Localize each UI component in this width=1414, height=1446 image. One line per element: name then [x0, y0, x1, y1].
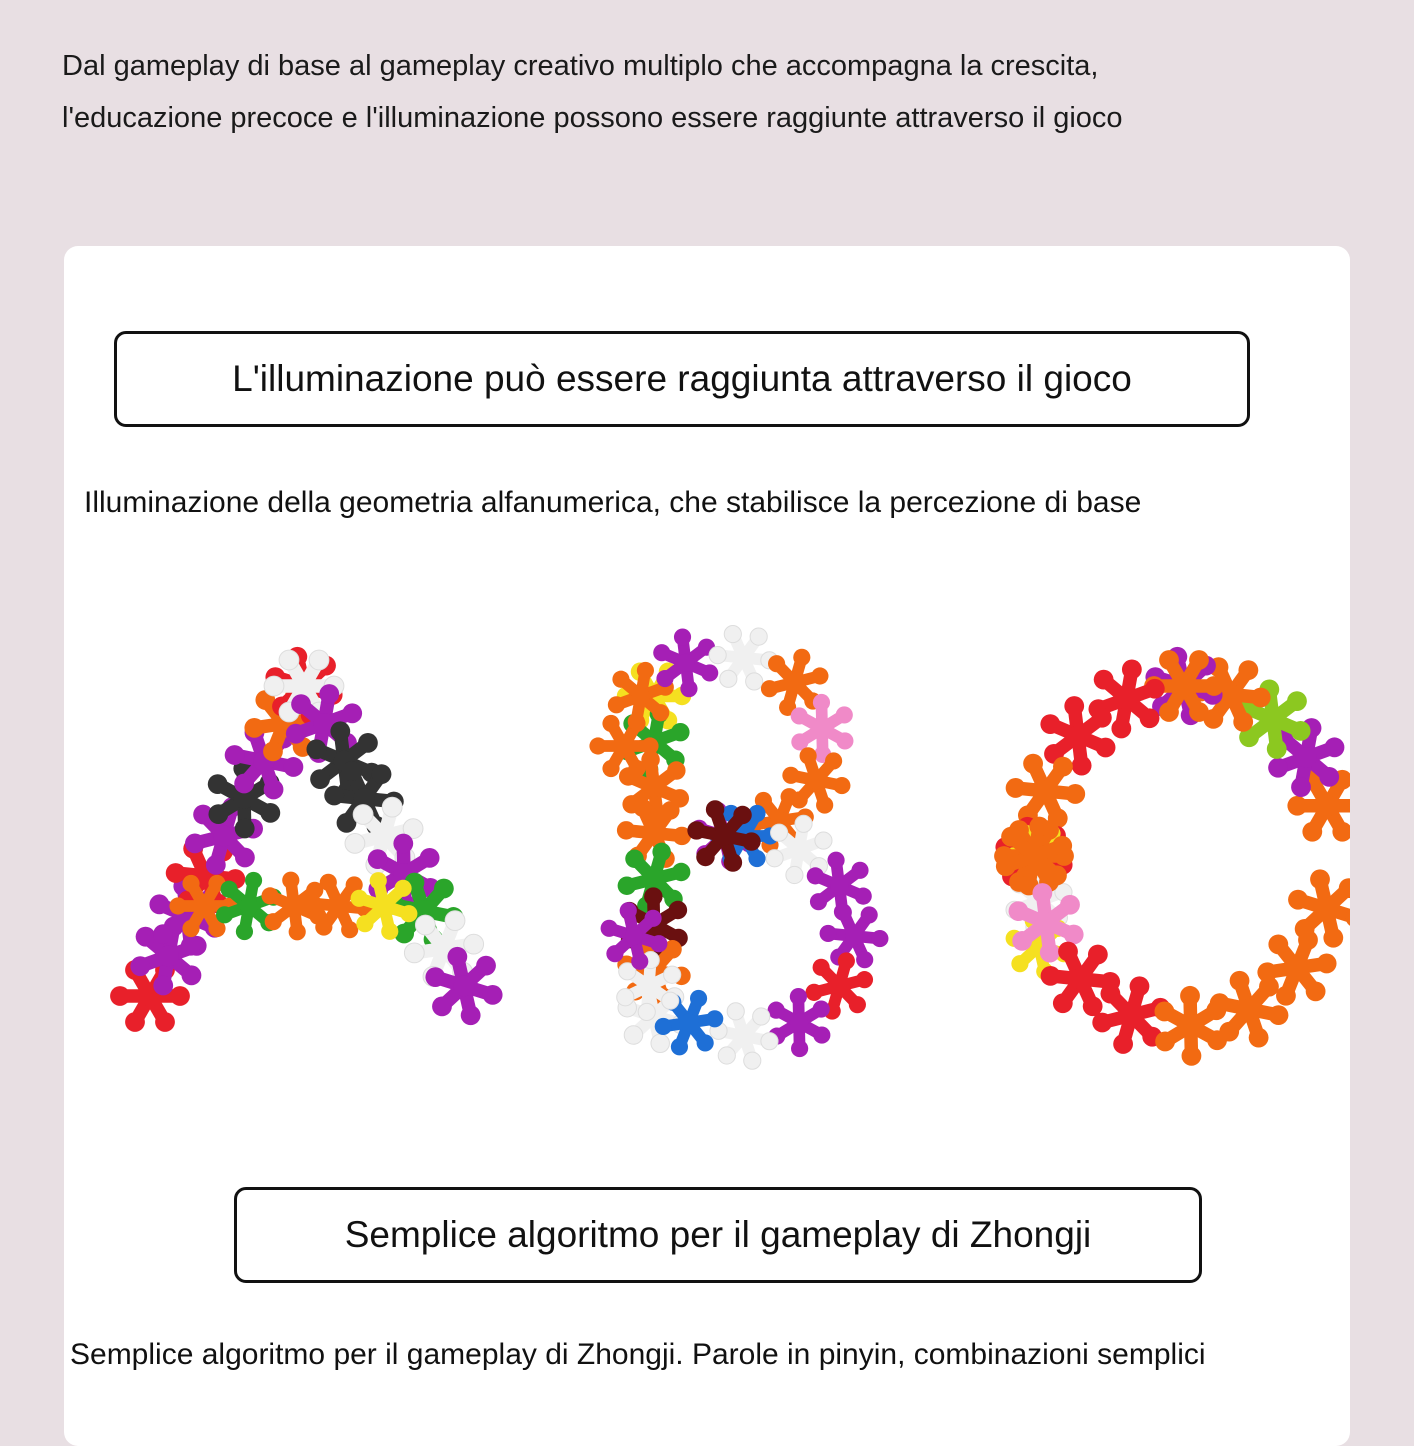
section-description-geometry: Illuminazione della geometria alfanumeri… [84, 486, 1142, 519]
block-piece [261, 871, 327, 941]
block-piece [767, 988, 831, 1058]
intro-line-1: Dal gameplay di base al gameplay creativ… [62, 50, 1099, 82]
block-piece [600, 902, 668, 970]
section-heading-illumination: L'illuminazione può essere raggiunta att… [114, 331, 1250, 427]
section-description-pinyin: Semplice algoritmo per il gameplay di Zh… [70, 1338, 1206, 1371]
block-piece [653, 628, 719, 698]
block-piece [589, 714, 659, 778]
content-card: L'illuminazione può essere raggiunta att… [64, 246, 1350, 1446]
block-piece [805, 952, 874, 1020]
abc-building-blocks-image [110, 624, 1350, 1070]
intro-line-2: l'educazione precoce e l'illuminazione p… [62, 102, 1123, 134]
intro-text: Dal gameplay di base al gameplay creativ… [62, 40, 1123, 144]
block-piece [1268, 718, 1345, 797]
block-piece [760, 648, 829, 716]
block-piece [765, 814, 833, 885]
block-piece [1005, 753, 1086, 829]
block-piece [1288, 869, 1350, 948]
block-piece [304, 873, 374, 939]
block-piece [616, 950, 682, 1022]
block-piece [425, 946, 503, 1026]
block-piece [687, 800, 761, 872]
block-piece [790, 693, 854, 764]
block-piece [819, 903, 889, 969]
block-piece [1040, 941, 1121, 1017]
block-piece [1008, 883, 1084, 963]
block-piece [1209, 970, 1289, 1048]
block-piece [607, 661, 674, 731]
block-piece [618, 750, 690, 825]
block-piece [1287, 769, 1350, 842]
block-piece [1257, 930, 1337, 1006]
block-piece [1154, 985, 1227, 1066]
block-piece [1088, 659, 1165, 739]
block-piece [782, 747, 851, 814]
block-piece [169, 874, 239, 938]
block-piece [215, 871, 283, 941]
section-heading-algorithm: Semplice algoritmo per il gameplay di Zh… [234, 1187, 1202, 1283]
block-piece [995, 816, 1073, 896]
block-piece [708, 624, 779, 691]
block-piece [350, 872, 418, 940]
